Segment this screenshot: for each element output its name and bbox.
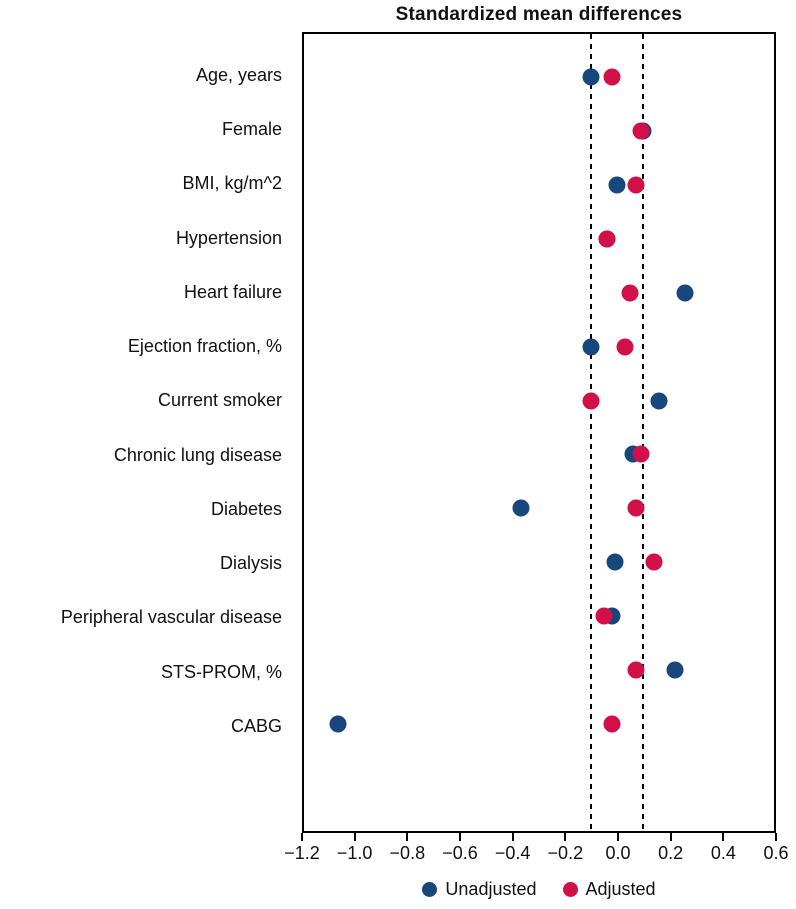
data-point-unadjusted-bmi-kg-m-2: [608, 176, 626, 194]
x-tick-mark-3: [459, 833, 461, 841]
data-point-unadjusted-heart-failure: [676, 284, 694, 302]
legend-item-adjusted: Adjusted: [562, 878, 656, 900]
data-point-unadjusted-age-years: [582, 68, 600, 86]
data-point-adjusted-dialysis: [645, 553, 663, 571]
category-label-female: Female: [221, 119, 282, 140]
x-tick-mark-5: [564, 833, 567, 841]
data-point-adjusted-peripheral-vascular-disease: [595, 607, 613, 625]
category-label-chronic-lung-disease: Chronic lung disease: [113, 444, 282, 465]
data-point-adjusted-age-years: [603, 68, 621, 86]
data-point-adjusted-sts-prom: [627, 661, 645, 679]
x-tick-label-7: 0.2: [658, 843, 684, 863]
x-tick-mark-8: [722, 833, 725, 841]
x-tick-mark-4: [511, 833, 514, 841]
data-point-unadjusted-cabg: [329, 715, 347, 733]
x-tick-mark-9: [775, 833, 777, 841]
x-tick-label-3: −0.6: [442, 843, 478, 863]
data-point-adjusted-chronic-lung-disease: [632, 445, 650, 463]
data-point-adjusted-bmi-kg-m-2: [627, 176, 645, 194]
data-point-adjusted-cabg: [603, 715, 621, 733]
category-label-sts-prom: STS-PROM, %: [160, 661, 282, 682]
data-point-adjusted-diabetes: [627, 499, 645, 517]
x-tick-mark-6: [617, 833, 619, 841]
category-label-age-years: Age, years: [195, 65, 282, 85]
data-point-adjusted-female: [632, 122, 650, 140]
data-point-unadjusted-ejection-fraction: [582, 338, 600, 356]
legend: Unadjusted Adjusted: [302, 878, 776, 900]
reference-line-0.1: [642, 34, 645, 831]
unadjusted-dot-icon: [422, 881, 438, 897]
x-tick-mark-2: [406, 833, 409, 841]
x-tick-label-0: −1.2: [284, 843, 320, 863]
data-point-adjusted-ejection-fraction: [616, 338, 634, 356]
data-point-unadjusted-diabetes: [512, 499, 530, 517]
category-label-bmi-kg-m-2: BMI, kg/m^2: [182, 173, 282, 194]
category-label-diabetes: Diabetes: [210, 498, 282, 519]
x-tick-label-2: −0.8: [389, 843, 426, 863]
x-tick-label-4: −0.4: [494, 843, 531, 863]
data-point-adjusted-hypertension: [598, 230, 616, 248]
data-point-unadjusted-current-smoker: [650, 392, 668, 410]
plot-area: [302, 32, 776, 833]
category-label-hypertension: Hypertension: [175, 227, 282, 248]
data-point-unadjusted-dialysis: [606, 553, 624, 571]
category-label-heart-failure: Heart failure: [183, 281, 282, 302]
category-label-cabg: CABG: [230, 715, 282, 736]
legend-item-unadjusted: Unadjusted: [422, 878, 537, 900]
data-point-adjusted-heart-failure: [621, 284, 639, 302]
x-tick-label-5: −0.2: [547, 843, 584, 863]
category-label-dialysis: Dialysis: [219, 553, 282, 574]
x-tick-label-1: −1.0: [336, 843, 373, 863]
legend-label-unadjusted: Unadjusted: [445, 879, 537, 899]
x-tick-label-6: 0.0: [605, 843, 631, 863]
x-tick-label-9: 0.6: [763, 843, 789, 863]
reference-line--0.1: [590, 34, 593, 831]
x-tick-label-8: 0.4: [710, 843, 736, 863]
category-label-current-smoker: Current smoker: [157, 390, 282, 411]
category-label-peripheral-vascular-disease: Peripheral vascular disease: [60, 607, 282, 628]
x-tick-mark-0: [301, 833, 303, 841]
chart-title: Standardized mean differences: [395, 4, 683, 25]
data-point-unadjusted-sts-prom: [666, 661, 684, 679]
x-tick-mark-1: [353, 833, 356, 841]
legend-label-adjusted: Adjusted: [585, 879, 656, 899]
data-point-adjusted-current-smoker: [582, 392, 600, 410]
x-tick-mark-7: [669, 833, 672, 841]
category-label-ejection-fraction: Ejection fraction, %: [127, 336, 282, 357]
adjusted-dot-icon: [562, 881, 578, 897]
